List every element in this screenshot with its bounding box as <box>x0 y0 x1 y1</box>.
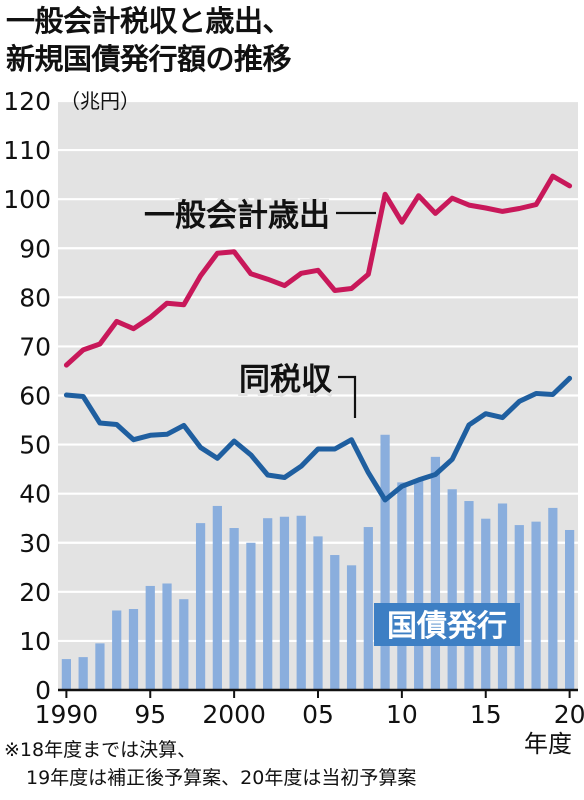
y-unit-label: （兆円） <box>60 89 140 113</box>
bond-bar-1999 <box>212 505 222 690</box>
y-tick-label-70: 70 <box>19 332 51 361</box>
y-tick-label-40: 40 <box>19 480 51 509</box>
y-tick-label-20: 20 <box>19 578 51 607</box>
x-tick-label-2015: 15 <box>470 700 502 729</box>
bond-bar-2007 <box>346 565 357 690</box>
x-tick-label-1990: 1990 <box>35 700 99 729</box>
bond-bar-2005 <box>313 536 323 690</box>
bond-bar-2001 <box>246 542 256 690</box>
y-tick-label-0: 0 <box>35 676 51 705</box>
bond-bar-2008 <box>363 527 373 690</box>
series-label-bonds-box <box>374 603 520 646</box>
bond-bar-1993 <box>112 610 122 690</box>
x-tick-label-2005: 05 <box>302 700 334 729</box>
tax-revenue-line <box>63 375 573 503</box>
series-label-bonds: 国債発行 <box>387 609 507 644</box>
x-tick-label-2010: 10 <box>386 700 418 729</box>
bond-bar-2020 <box>565 529 575 690</box>
x-tick-label-2000: 2000 <box>202 700 266 729</box>
y-tick-label-110: 110 <box>3 136 51 165</box>
bond-bar-1990 <box>61 659 71 690</box>
bond-bar-1997 <box>179 599 189 690</box>
bond-bar-1994 <box>128 609 139 690</box>
chart-title-line-2: 新規国債発行額の推移 <box>6 42 292 76</box>
bond-bar-2010 <box>397 482 407 690</box>
y-tick-label-90: 90 <box>19 234 51 263</box>
y-tick-label-120: 120 <box>3 87 51 116</box>
x-tick-label-2020: 20 <box>554 700 584 729</box>
bond-bar-1991 <box>78 657 88 690</box>
bond-bar-2003 <box>279 516 290 690</box>
y-tick-label-10: 10 <box>19 627 51 656</box>
x-unit-label: 年度 <box>524 730 572 758</box>
series-label-expenditure: 一般会計歳出 <box>144 198 330 234</box>
bond-bar-2012 <box>430 456 441 690</box>
bond-bar-2016 <box>497 503 508 690</box>
x-tick-label-1995: 95 <box>134 700 166 729</box>
y-tick-label-50: 50 <box>19 431 51 460</box>
bond-bar-1998 <box>195 523 206 690</box>
bond-bar-2019 <box>548 507 558 690</box>
bond-bar-2009 <box>380 434 390 690</box>
y-tick-label-30: 30 <box>19 529 51 558</box>
footnote-line-2: 19年度は補正後予算案、20年度は当初予算案 <box>26 767 417 789</box>
bond-bar-2000 <box>229 528 239 690</box>
bond-bar-2018 <box>531 521 541 690</box>
y-tick-label-100: 100 <box>3 185 51 214</box>
series-label-tax-revenue: 同税収 <box>239 362 332 398</box>
bond-bar-2006 <box>330 555 340 690</box>
y-tick-label-80: 80 <box>19 283 51 312</box>
bond-bar-1992 <box>95 643 105 690</box>
bond-bar-2011 <box>414 479 424 690</box>
bond-bar-2013 <box>447 489 457 690</box>
bond-bar-2014 <box>464 501 474 690</box>
leader-tax-revenue <box>338 375 357 418</box>
expenditure-line <box>63 173 573 368</box>
chart-title-line-1: 一般会計税収と歳出、 <box>6 4 292 38</box>
bond-bar-1996 <box>162 583 172 690</box>
bond-bar-2004 <box>296 515 306 690</box>
y-tick-label-60: 60 <box>19 382 51 411</box>
bond-bar-2002 <box>263 518 273 690</box>
bond-bar-1995 <box>145 585 155 690</box>
footnote-line-1: ※18年度までは決算、 <box>4 739 197 761</box>
